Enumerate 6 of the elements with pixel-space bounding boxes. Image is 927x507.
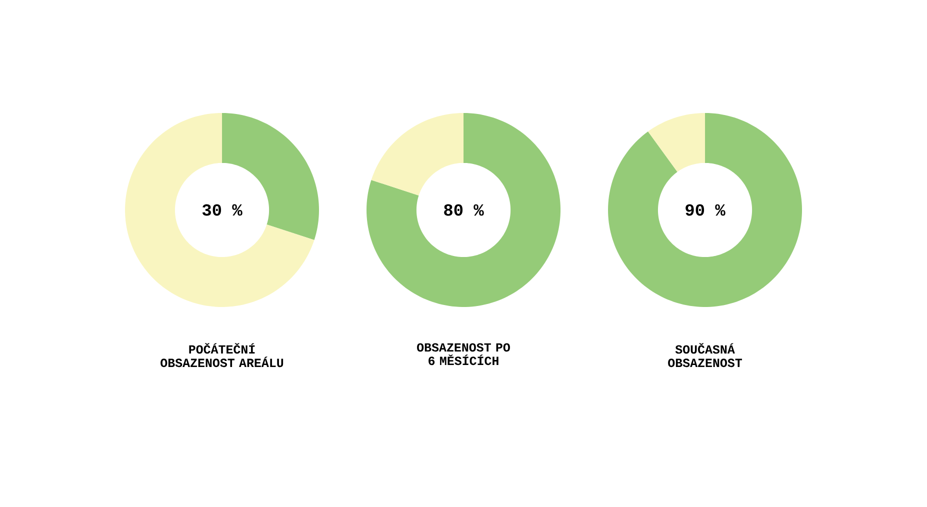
data-label: 80 % (444, 204, 484, 216)
text: POČÁTEČNÍ OBSAZENOST AREÁLU (160, 343, 284, 368)
text: OBSAZENOST PO 6 MĚSÍCÍCH (417, 343, 510, 366)
text: SOUČASNÁ OBSAZENOST (668, 343, 742, 368)
data-label: 90 % (686, 204, 726, 216)
data-label: 30 % (202, 204, 242, 216)
